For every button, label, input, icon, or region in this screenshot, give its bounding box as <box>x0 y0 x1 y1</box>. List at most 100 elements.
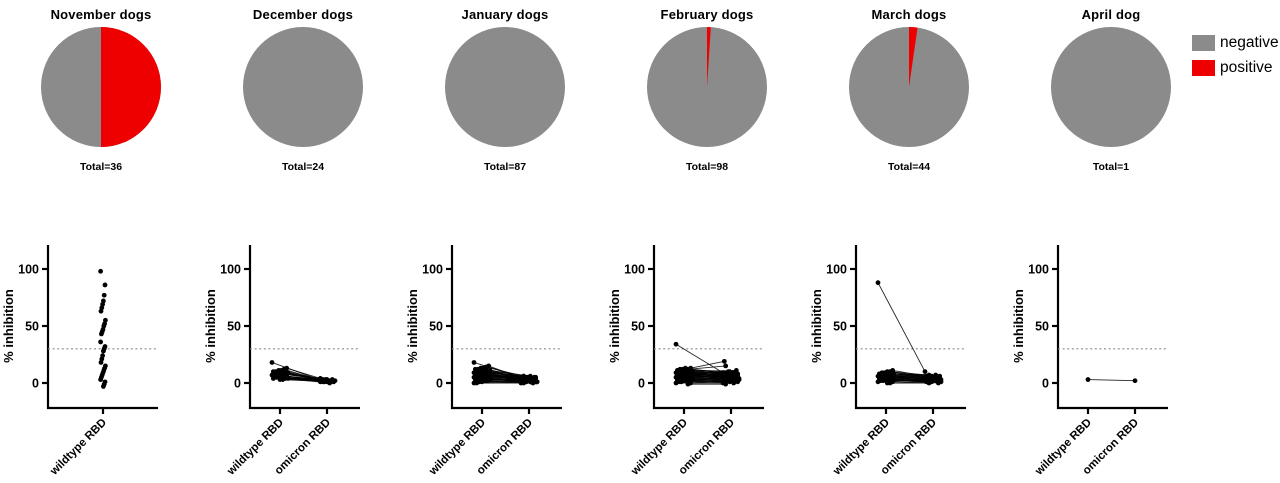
y-tick-label: 0 <box>840 377 847 391</box>
scatter-point-wildtype <box>875 379 881 385</box>
y-tick-label: 0 <box>234 377 241 391</box>
scatter-point-wildtype <box>884 380 890 386</box>
pair-line <box>690 380 725 384</box>
pie-slice-positive <box>101 27 161 147</box>
axes <box>46 245 158 410</box>
scatter-point-wildtype <box>471 380 477 386</box>
scatter-point-wildtype <box>875 280 881 286</box>
scatter-point-omicron <box>329 378 335 384</box>
axes <box>652 245 764 410</box>
scatter-point-wildtype <box>270 376 276 381</box>
axes <box>248 245 360 410</box>
pie-slice-positive <box>707 26 711 87</box>
y-tick-label: 100 <box>220 263 241 277</box>
panel-title: March dogs <box>871 7 947 22</box>
scatter-panel-december-dogs: 0 50 100% inhibition wildtype RBD omicron RB… <box>202 230 404 483</box>
pie-slice-negative <box>243 27 363 147</box>
scatter-point-omicron <box>1132 378 1138 384</box>
scatter-point-wildtype <box>102 282 108 288</box>
pie-chart <box>1051 27 1171 147</box>
negative-swatch <box>1192 35 1215 51</box>
y-tick-label: 0 <box>436 377 443 391</box>
y-axis-label: % inhibition <box>1 289 16 363</box>
pair-line <box>892 377 927 383</box>
y-axis-label: % inhibition <box>809 289 824 363</box>
pie-total-label: Total=87 <box>483 161 527 173</box>
axes <box>854 245 966 410</box>
scatter-point-wildtype <box>685 381 691 387</box>
scatter-point-omicron <box>729 374 735 380</box>
pie-total-label: Total=36 <box>79 161 123 173</box>
legend-label-negative: negative <box>1220 34 1279 51</box>
pie-total-label: Total=44 <box>887 161 931 173</box>
scatter-point-omicron <box>518 380 524 386</box>
scatter-point-wildtype <box>101 292 107 298</box>
scatter-point-omicron <box>731 370 737 376</box>
pie-panel-february-dogs: February dogs Total=98 <box>606 0 808 173</box>
scatter-point-wildtype <box>277 377 283 382</box>
scatter-point-omicron <box>926 380 932 386</box>
pie-chart <box>41 27 161 147</box>
panel-title: February dogs <box>660 7 754 22</box>
y-tick-label: 50 <box>833 320 847 334</box>
panel-title: November dogs <box>50 7 152 22</box>
scatter-panel-february-dogs: 0 50 100% inhibition wildtype RBD omicron RB… <box>606 230 808 483</box>
pair-line <box>690 360 725 369</box>
y-axis-label: % inhibition <box>1011 289 1026 363</box>
scatter-point-omicron <box>534 379 540 385</box>
pair-line <box>675 343 724 374</box>
pie-total-label: Total=98 <box>685 161 729 173</box>
pie-total-label: Total=1 <box>1092 161 1130 173</box>
pie-panel-november-dogs: November dogs Total=36 <box>0 0 202 173</box>
y-axis-label: % inhibition <box>203 289 218 363</box>
panel-title: January dogs <box>461 7 549 22</box>
scatter-point-omicron <box>938 379 944 385</box>
y-axis-label: % inhibition <box>607 289 622 363</box>
legend: negative positive <box>1192 35 1279 85</box>
scatter-point-omicron <box>721 372 727 378</box>
y-axis-label: % inhibition <box>405 289 420 363</box>
pie-chart <box>445 27 565 147</box>
pie-slice-positive <box>909 27 918 87</box>
pie-slice-negative <box>445 27 565 147</box>
scatter-point-wildtype <box>98 377 103 382</box>
panel-title: April dog <box>1081 7 1141 22</box>
y-tick-label: 0 <box>638 377 645 391</box>
y-tick-label: 100 <box>422 263 443 277</box>
pie-total-label: Total=24 <box>281 161 325 173</box>
scatter-panel-march-dogs: 0 50 100% inhibition wildtype RBD omicron RB… <box>808 230 1010 483</box>
pair-line <box>877 282 926 372</box>
scatter-point-wildtype <box>269 360 275 365</box>
y-tick-label: 50 <box>227 320 241 334</box>
scatter-panel-november-dogs: 0 50 100% inhibition wildtype RBD <box>0 230 202 483</box>
pie-slice-negative <box>1051 27 1171 147</box>
pair-line <box>1087 379 1136 382</box>
axes <box>450 245 562 410</box>
y-tick-label: 50 <box>1035 320 1049 334</box>
scatter-point-omicron <box>735 371 741 377</box>
scatter-point-omicron <box>723 363 729 369</box>
y-tick-label: 100 <box>826 263 847 277</box>
scatter-point-omicron <box>721 358 727 364</box>
positive-swatch <box>1192 60 1215 76</box>
scatter-point-wildtype <box>98 360 104 365</box>
scatter-plot: 0 50 100% inhibition wildtype RBD <box>1 245 158 479</box>
y-tick-label: 50 <box>25 320 39 334</box>
scatter-point-omicron <box>725 373 731 379</box>
legend-item-negative: negative <box>1192 35 1279 51</box>
y-tick-label: 0 <box>32 377 39 391</box>
pair-line <box>687 365 726 370</box>
scatter-point-wildtype <box>98 308 104 314</box>
pie-panel-march-dogs: March dogs Total=44 <box>808 0 1010 173</box>
x-category-label: wildtype RBD <box>48 417 110 479</box>
scatter-point-wildtype <box>101 384 106 389</box>
pair-line <box>286 367 321 379</box>
scatter-point-wildtype <box>673 341 679 347</box>
scatter-point-wildtype <box>673 380 679 386</box>
